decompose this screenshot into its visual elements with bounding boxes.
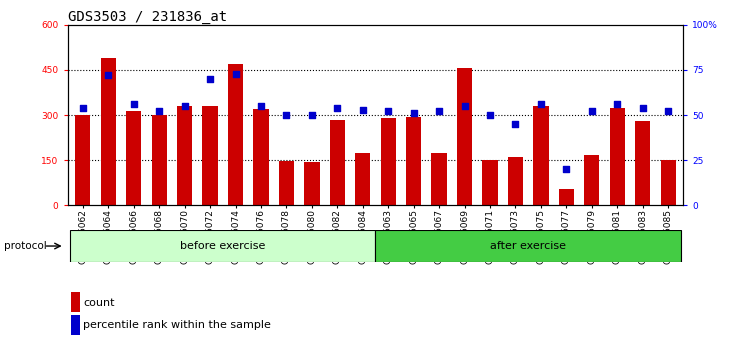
Bar [228,64,243,205]
Point [153,109,165,114]
Point [77,105,89,111]
Point [535,101,547,107]
Bar [126,110,141,205]
Bar [381,118,396,205]
Point [230,71,242,76]
Bar [457,68,472,205]
Point [484,112,496,118]
Point [560,166,572,172]
Bar [304,162,319,205]
Point [433,109,445,114]
Bar [101,58,116,205]
Point [586,109,598,114]
Point [509,121,521,127]
Text: percentile rank within the sample: percentile rank within the sample [83,320,271,330]
Bar [508,157,523,205]
Point [331,105,343,111]
Bar [203,106,218,205]
Text: GDS3503 / 231836_at: GDS3503 / 231836_at [68,10,227,24]
Text: after exercise: after exercise [490,241,566,251]
Point [637,105,649,111]
Bar [75,115,90,205]
Bar [152,115,167,205]
Point [357,107,369,113]
Bar [330,120,345,205]
Point [102,73,114,78]
Point [611,101,623,107]
Bar [559,189,574,205]
Bar [253,109,269,205]
Text: count: count [83,298,115,308]
Bar [610,108,625,205]
Point [459,103,471,109]
Bar [406,116,421,205]
Point [408,110,420,116]
Point [280,112,292,118]
Bar [635,121,650,205]
Point [306,112,318,118]
Point [255,103,267,109]
Bar [70,230,376,262]
Bar [279,161,294,205]
Point [204,76,216,82]
Bar [661,160,676,205]
Bar [482,160,498,205]
Bar [533,106,548,205]
Point [382,109,394,114]
Bar [177,106,192,205]
Point [662,109,674,114]
Text: protocol: protocol [4,241,47,251]
Bar [584,155,599,205]
Bar [355,153,370,205]
Bar [432,153,447,205]
Point [179,103,191,109]
Bar [376,230,681,262]
Point [128,101,140,107]
Text: before exercise: before exercise [180,241,266,251]
